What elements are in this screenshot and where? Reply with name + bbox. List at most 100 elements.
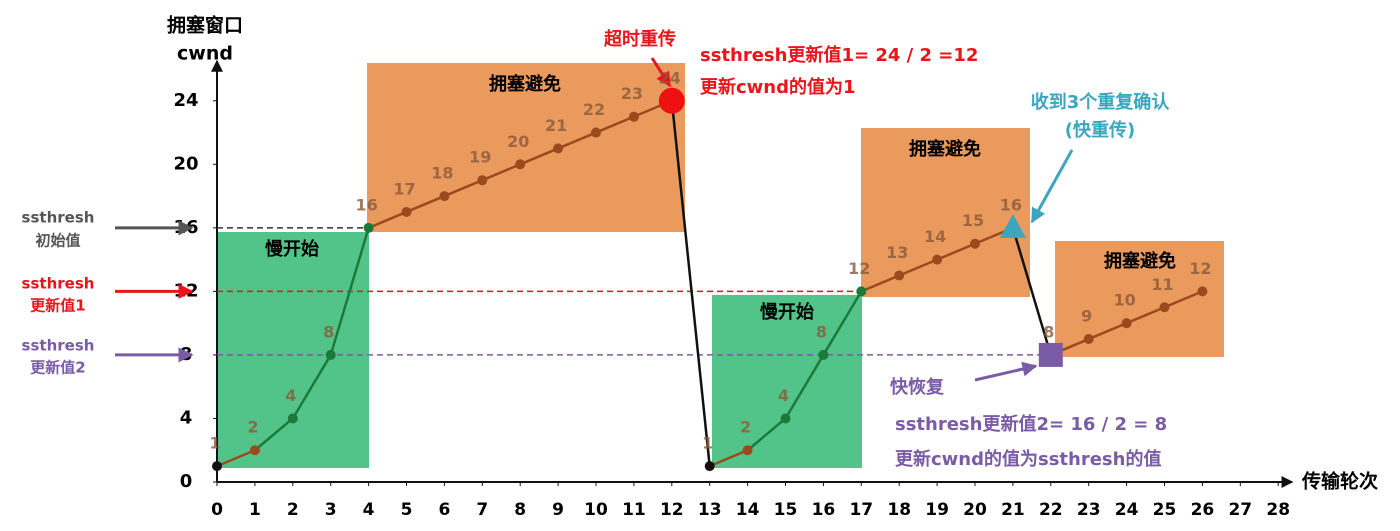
point (515, 159, 526, 170)
data-label: 22 (583, 100, 605, 119)
point (1159, 302, 1170, 313)
region-label: 慢开始 (265, 238, 319, 260)
point (325, 349, 336, 360)
line-segment (595, 115, 635, 134)
line-segment (368, 210, 407, 229)
line-segment (329, 227, 370, 356)
point (856, 286, 867, 297)
threshold-label: ssthresh (22, 337, 95, 355)
line-segment (406, 194, 445, 214)
region-label: 慢开始 (760, 301, 814, 323)
x-tick-label: 23 (1077, 500, 1101, 520)
data-label: 21 (545, 116, 567, 135)
x-tick-label: 25 (1153, 500, 1177, 520)
x-tick-label: 6 (438, 500, 450, 520)
data-label: 24 (659, 68, 681, 87)
x-tick-label: 5 (401, 500, 413, 520)
line-segment (1126, 306, 1165, 325)
x-tick-label: 2 (287, 500, 299, 520)
line-segment (216, 449, 256, 468)
point (780, 413, 791, 424)
x-tick-label: 21 (1001, 500, 1025, 520)
line-segment (822, 290, 863, 356)
threshold-label: ssthresh (22, 275, 95, 293)
data-label: 20 (507, 132, 529, 151)
point (553, 143, 564, 154)
point (249, 445, 260, 456)
line-segment (254, 417, 294, 452)
point (1083, 334, 1094, 345)
data-label: 1 (702, 434, 713, 453)
region-avoidance (861, 128, 1030, 297)
point (818, 349, 829, 360)
x-tick-label: 10 (584, 500, 608, 520)
y-axis-label: cwnd (177, 43, 233, 65)
x-tick-label: 9 (552, 500, 564, 520)
x-tick-label: 8 (514, 500, 526, 520)
data-label: 8 (816, 322, 827, 341)
threshold-label: 初始值 (35, 232, 80, 250)
x-tick-label: 27 (1228, 500, 1252, 520)
data-label: 23 (621, 84, 643, 103)
threshold-label: ssthresh (22, 209, 95, 227)
line-segment (557, 131, 597, 150)
line-segment (443, 179, 483, 198)
region-label: 拥塞避免 (1104, 250, 1176, 272)
x-tick-label: 16 (812, 500, 836, 520)
x-tick-label: 7 (476, 500, 488, 520)
x-tick-label: 24 (1115, 500, 1139, 520)
x-tick-label: 28 (1266, 500, 1290, 520)
data-label: 8 (323, 322, 334, 341)
x-tick-label: 12 (660, 500, 684, 520)
x-tick-label: 18 (887, 500, 911, 520)
line-segment (481, 163, 521, 182)
point (1197, 286, 1208, 297)
data-label: 8 (1043, 322, 1054, 341)
fast-retransmit-marker (999, 213, 1026, 238)
x-tick-label: 0 (211, 500, 223, 520)
data-label: 14 (924, 227, 946, 246)
point (1121, 318, 1132, 329)
data-label: 9 (1081, 307, 1092, 326)
fast-retransmit-label: (快重传) (1065, 119, 1135, 141)
x-tick-label: 19 (925, 500, 949, 520)
point (932, 254, 943, 265)
arrow (974, 361, 1038, 382)
x-tick-label: 11 (622, 500, 646, 520)
fast-recovery-note: ssthresh更新值2= 16 / 2 = 8 (895, 413, 1167, 435)
point (477, 175, 488, 186)
data-label: 17 (393, 179, 415, 198)
data-label: 16 (355, 195, 377, 214)
y-axis-label: 拥塞窗口 (167, 14, 243, 37)
region-label: 拥塞避免 (909, 138, 981, 160)
timeout-note: ssthresh更新值1= 24 / 2 =12 (700, 44, 978, 66)
line-segment (936, 242, 976, 261)
timeout-note: 更新cwnd的值为1 (700, 76, 856, 98)
point (970, 238, 980, 249)
region-label: 拥塞避免 (489, 73, 561, 95)
point (401, 206, 412, 217)
line-segment (670, 100, 711, 467)
threshold-label: 更新值2 (30, 359, 85, 377)
fast-recovery-note: 更新cwnd的值为ssthresh的值 (895, 448, 1161, 470)
line-segment (1088, 322, 1128, 341)
point (591, 127, 601, 138)
arrow (1030, 149, 1074, 224)
line-segment (1164, 290, 1203, 309)
data-label: 2 (247, 418, 258, 437)
y-tick-label: 4 (180, 407, 193, 428)
y-tick-label: 24 (173, 90, 198, 111)
x-tick-label: 26 (1191, 500, 1215, 520)
data-label: 1 (209, 434, 220, 453)
data-label: 12 (1189, 259, 1211, 278)
point (628, 111, 639, 122)
y-tick-label: 0 (180, 471, 193, 492)
fast-retransmit-label: 收到3个重复确认 (1031, 91, 1171, 113)
timeout-label: 超时重传 (604, 28, 676, 50)
x-tick-label: 17 (849, 500, 873, 520)
region-avoidance (367, 63, 685, 232)
line-segment (519, 147, 559, 166)
timeout-marker (658, 87, 685, 114)
fast-recovery-marker (1038, 342, 1063, 367)
data-label: 19 (469, 148, 491, 167)
